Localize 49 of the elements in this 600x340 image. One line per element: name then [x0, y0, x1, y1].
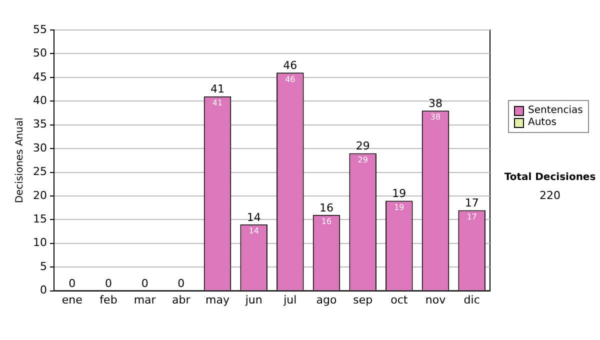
y-tick-label: 30 [32, 141, 47, 154]
text: 220 [538, 189, 562, 202]
x-tick-label: nov [425, 293, 446, 306]
y-tick-label: 45 [32, 70, 47, 84]
x-tick-label: oct [390, 293, 408, 306]
total-label: 0 [68, 277, 76, 290]
total-label: 0 [178, 277, 185, 290]
total-label: 0 [104, 277, 112, 290]
data-label: 17 [466, 212, 477, 222]
y-tick-label: 20 [32, 188, 47, 202]
x-tick-label: mar [134, 293, 156, 306]
x-tick-label: may [206, 293, 230, 306]
data-label: 19 [394, 202, 404, 212]
y-tick-label: 10 [32, 236, 47, 250]
legend-label: Sentencias [528, 105, 583, 116]
y-tick-label: 55 [32, 22, 47, 36]
x-tick-label: ago [316, 293, 337, 306]
total-label: 17 [464, 196, 479, 210]
x-tick-label: abr [172, 293, 191, 306]
total-label: 16 [320, 201, 334, 214]
data-label: 29 [358, 155, 368, 164]
y-tick-label: 35 [32, 118, 47, 131]
y-axis-title: Decisiones Anual [14, 118, 26, 204]
y-tick-label: 5 [40, 260, 47, 273]
legend-label: Autos [528, 117, 556, 128]
y-tick-label: 0 [40, 284, 47, 297]
x-tick-label: ene [62, 293, 83, 306]
total-label: 46 [283, 59, 298, 72]
y-tick-label: 40 [32, 94, 47, 107]
total-label: 29 [356, 140, 370, 153]
x-tick-label: jul [282, 293, 297, 306]
total-label: 14 [246, 210, 261, 224]
x-tick-label: jun [244, 293, 262, 306]
total-label: 19 [392, 187, 406, 200]
total-label: 41 [210, 82, 224, 96]
data-label: 38 [430, 112, 441, 122]
y-tick-label: 25 [32, 165, 47, 178]
x-tick-label: sep [353, 293, 373, 306]
text: Total Decisiones [503, 172, 597, 183]
data-label: 41 [212, 98, 223, 108]
total-label: 0 [141, 277, 148, 290]
y-tick-label: 50 [32, 46, 47, 60]
data-label: 16 [321, 217, 332, 226]
x-tick-label: dic [464, 293, 480, 306]
total-label: 38 [428, 96, 442, 110]
data-label: 14 [248, 226, 259, 236]
y-tick-label: 15 [32, 212, 47, 226]
x-tick-label: feb [100, 293, 118, 306]
data-label: 46 [285, 74, 296, 84]
